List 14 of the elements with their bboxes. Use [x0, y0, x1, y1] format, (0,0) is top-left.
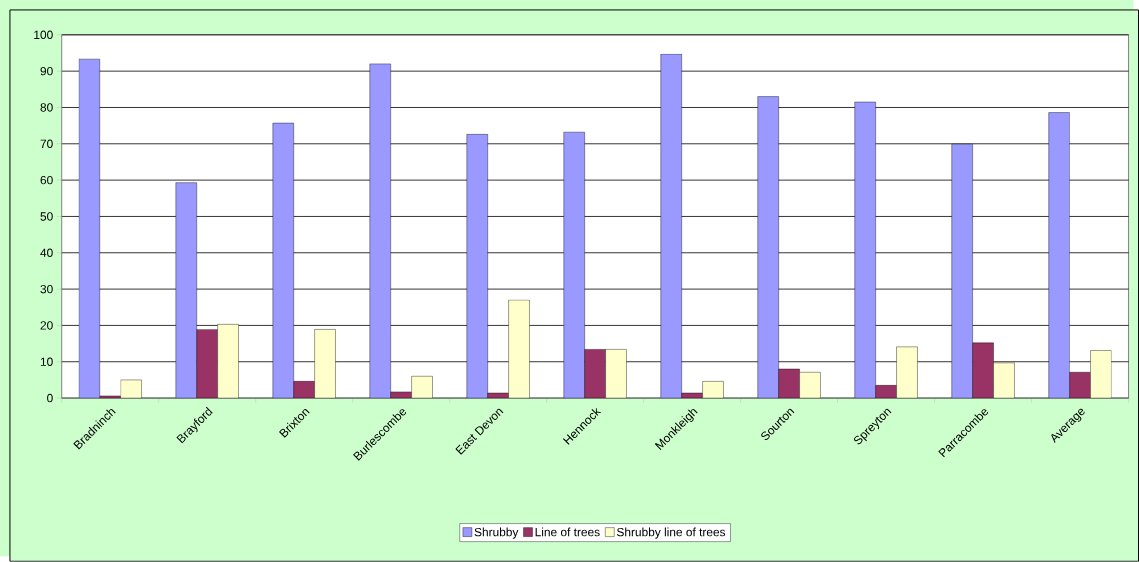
legend-label: Shrubby — [474, 527, 519, 539]
y-tick-label: 80 — [40, 103, 53, 112]
y-tick-label: 10 — [40, 357, 53, 367]
y-tick-label: 0 — [47, 393, 53, 403]
legend-label: Shrubby line of trees — [616, 527, 726, 539]
y-tick-label: 70 — [40, 139, 53, 149]
y-tick-label: 40 — [40, 248, 53, 258]
legend-label: Line of trees — [535, 527, 600, 537]
y-tick-label: 60 — [40, 176, 53, 185]
y-tick-label: 20 — [40, 321, 53, 330]
y-tick-label: 90 — [40, 67, 53, 76]
y-tick-label: 100 — [34, 30, 53, 40]
y-tick-label: 30 — [40, 285, 53, 294]
y-tick-label: 50 — [40, 212, 53, 221]
